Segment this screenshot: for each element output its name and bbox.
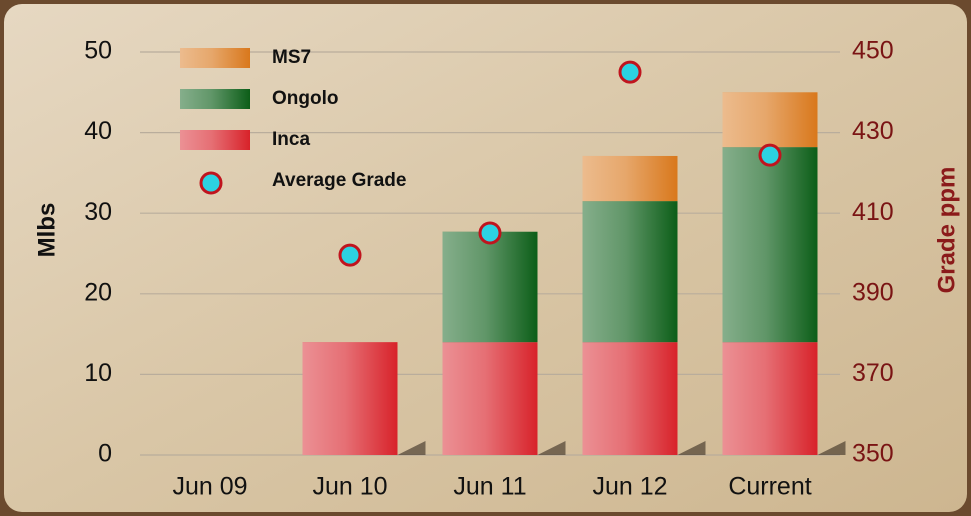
bar-shadow <box>537 441 566 455</box>
y-tick-label: 20 <box>84 278 112 306</box>
y-axis-label: Mlbs <box>33 203 60 258</box>
grade-point <box>758 143 782 167</box>
bar <box>722 342 818 455</box>
y-tick-label: 0 <box>98 440 112 468</box>
bar <box>722 92 818 148</box>
x-tick-label: Jun 12 <box>592 473 667 501</box>
bar <box>442 342 538 455</box>
legend-label: Inca <box>272 129 310 150</box>
x-tick-label: Current <box>728 473 811 501</box>
bar <box>442 231 538 343</box>
x-tick-label: Jun 09 <box>172 473 247 501</box>
legend-marker <box>199 171 223 195</box>
y2-tick-label: 390 <box>852 278 894 306</box>
y-tick-label: 10 <box>84 359 112 387</box>
y-tick-label: 30 <box>84 198 112 226</box>
bar-shadow <box>817 441 846 455</box>
legend-label: Ongolo <box>272 88 338 109</box>
legend-shine <box>180 130 250 150</box>
bar <box>722 147 818 343</box>
x-tick-label: Jun 10 <box>312 473 387 501</box>
grade-point <box>338 243 362 267</box>
x-tick-label: Jun 11 <box>453 473 526 501</box>
y2-tick-label: 350 <box>852 440 894 468</box>
bar <box>582 155 678 202</box>
legend-label: Average Grade <box>272 170 406 191</box>
legend-label: MS7 <box>272 47 311 68</box>
y2-tick-label: 410 <box>852 198 894 226</box>
y2-tick-label: 430 <box>852 117 894 145</box>
y2-tick-label: 450 <box>852 37 894 65</box>
bar <box>302 342 398 455</box>
legend-shine <box>180 48 250 68</box>
bar-shadow <box>677 441 706 455</box>
y-tick-label: 40 <box>84 117 112 145</box>
grade-point <box>478 221 502 245</box>
bar <box>582 201 678 343</box>
legend-shine <box>180 89 250 109</box>
y2-tick-label: 370 <box>852 359 894 387</box>
bar-shadow <box>397 441 426 455</box>
bar <box>582 342 678 455</box>
y2-axis-label: Grade ppm <box>933 167 960 294</box>
grade-point <box>618 60 642 84</box>
y-tick-label: 50 <box>84 37 112 65</box>
